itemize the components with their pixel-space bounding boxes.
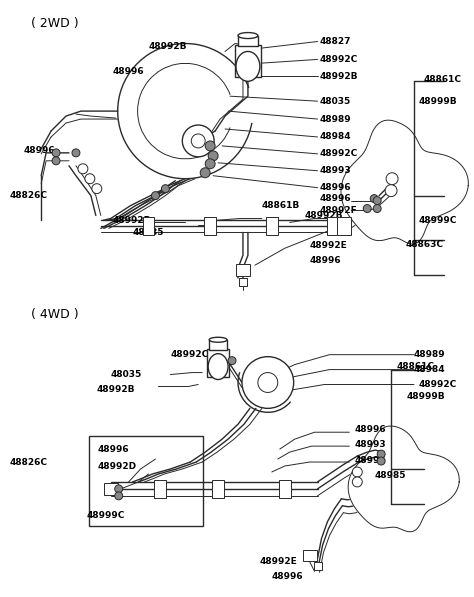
Text: 48985: 48985 (133, 228, 164, 237)
Text: 48992D: 48992D (98, 461, 137, 470)
Bar (212, 480, 224, 498)
Circle shape (52, 157, 60, 165)
Ellipse shape (209, 337, 227, 342)
Text: 48035: 48035 (319, 97, 351, 106)
Text: 48993: 48993 (354, 439, 386, 448)
Bar (239, 278, 247, 286)
Circle shape (363, 205, 371, 213)
Text: 48992E: 48992E (260, 557, 298, 566)
Circle shape (152, 192, 159, 199)
Circle shape (373, 196, 381, 205)
Bar (337, 217, 351, 235)
Text: 48996: 48996 (23, 146, 55, 155)
Text: 48993: 48993 (319, 166, 351, 176)
Text: 48992C: 48992C (419, 380, 457, 389)
Text: 48992C: 48992C (319, 55, 358, 64)
Text: 48035: 48035 (111, 370, 142, 379)
Ellipse shape (208, 353, 228, 380)
Polygon shape (348, 426, 459, 532)
Circle shape (228, 356, 236, 365)
Text: 48996: 48996 (354, 424, 386, 434)
Bar (104, 483, 118, 495)
Text: 48992C: 48992C (170, 350, 209, 359)
Text: 48826C: 48826C (9, 191, 47, 200)
Text: 48992B: 48992B (97, 385, 135, 394)
Text: 48861C: 48861C (397, 362, 435, 371)
Text: 48999C: 48999C (87, 511, 125, 520)
Text: 48992C: 48992C (319, 149, 358, 158)
Bar (279, 480, 291, 498)
Circle shape (205, 159, 215, 169)
Bar (235, 45, 261, 77)
Circle shape (52, 149, 60, 157)
Text: 48861B: 48861B (262, 201, 300, 210)
Bar (155, 480, 166, 498)
Text: 48996: 48996 (113, 67, 145, 76)
Bar (313, 562, 321, 570)
Circle shape (352, 467, 362, 477)
Circle shape (242, 356, 294, 408)
Bar (238, 36, 258, 47)
Text: 48996: 48996 (319, 194, 351, 203)
Text: 48984: 48984 (319, 133, 351, 141)
Circle shape (115, 492, 123, 500)
Ellipse shape (238, 33, 258, 39)
Circle shape (377, 457, 385, 465)
Circle shape (208, 151, 218, 161)
Circle shape (386, 173, 398, 184)
Text: 48992D: 48992D (113, 216, 152, 225)
Text: ( 2WD ): ( 2WD ) (31, 17, 79, 30)
Text: 48989: 48989 (319, 115, 351, 124)
Circle shape (72, 149, 80, 157)
Text: 48984: 48984 (414, 365, 446, 374)
Circle shape (205, 141, 215, 151)
Circle shape (92, 184, 102, 193)
Bar (207, 349, 229, 377)
Text: 48826C: 48826C (9, 457, 47, 466)
Bar (328, 217, 341, 235)
Circle shape (85, 174, 95, 184)
Bar (209, 340, 227, 350)
Polygon shape (341, 120, 468, 244)
Circle shape (115, 485, 123, 493)
Text: 48996: 48996 (319, 183, 351, 192)
Bar (89, 436, 203, 526)
Circle shape (373, 205, 381, 213)
Circle shape (78, 164, 88, 174)
Text: 48992B: 48992B (148, 42, 187, 51)
Text: 48989: 48989 (414, 350, 446, 359)
Text: 48985: 48985 (374, 472, 406, 481)
Circle shape (377, 450, 385, 458)
Circle shape (352, 477, 362, 487)
Circle shape (385, 184, 397, 196)
Text: 48992B: 48992B (319, 72, 358, 81)
Text: 48827: 48827 (319, 37, 351, 46)
Bar (204, 217, 216, 235)
Circle shape (182, 125, 214, 157)
Circle shape (200, 168, 210, 178)
Text: 48861C: 48861C (424, 75, 462, 84)
Circle shape (370, 195, 378, 202)
Text: 48992F: 48992F (319, 206, 357, 215)
Circle shape (162, 184, 169, 193)
Text: 48996: 48996 (272, 572, 303, 581)
Text: 48863C: 48863C (406, 240, 444, 249)
Text: 48999B: 48999B (407, 392, 446, 401)
Bar (236, 264, 250, 276)
Text: 48996: 48996 (354, 456, 386, 464)
Text: 48996: 48996 (310, 256, 341, 264)
Text: 48996: 48996 (98, 445, 129, 454)
Text: ( 4WD ): ( 4WD ) (31, 309, 79, 321)
Bar (302, 549, 317, 561)
Bar (266, 217, 278, 235)
Ellipse shape (236, 51, 260, 81)
Text: 48992B: 48992B (305, 211, 343, 220)
Text: 48992E: 48992E (310, 241, 347, 250)
Text: 48999B: 48999B (419, 97, 457, 106)
Text: 48999C: 48999C (419, 216, 457, 225)
Bar (143, 217, 155, 235)
